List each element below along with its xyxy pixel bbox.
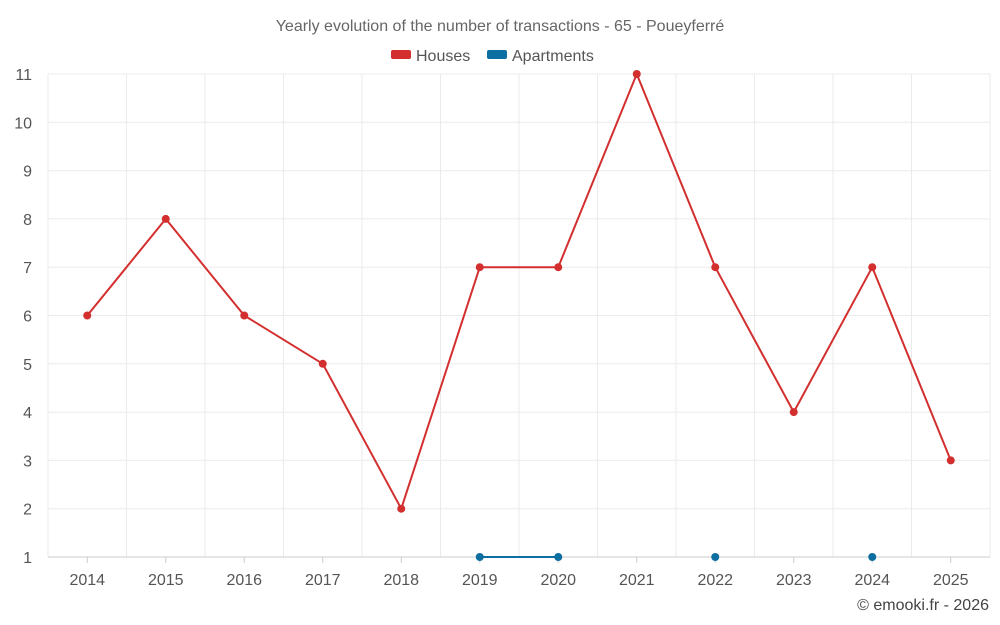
data-point-houses-2024[interactable] bbox=[868, 263, 877, 272]
data-point-houses-2018[interactable] bbox=[397, 504, 406, 513]
y-tick-label: 6 bbox=[23, 309, 32, 326]
y-tick-label: 11 bbox=[15, 67, 32, 84]
y-tick-label: 8 bbox=[23, 212, 32, 229]
y-tick-label: 2 bbox=[23, 502, 32, 519]
y-tick-label: 7 bbox=[23, 260, 32, 277]
x-tick-label: 2016 bbox=[226, 572, 262, 589]
x-tick-label: 2024 bbox=[854, 572, 890, 589]
y-tick-label: 1 bbox=[23, 550, 32, 567]
x-tick-label: 2021 bbox=[619, 572, 655, 589]
legend-swatch-houses bbox=[391, 50, 411, 59]
data-point-houses-2017[interactable] bbox=[318, 359, 327, 368]
series-line-houses bbox=[86, 73, 952, 510]
x-tick-label: 2014 bbox=[69, 572, 105, 589]
data-point-apartments-2019[interactable] bbox=[475, 553, 484, 561]
credit-text: © emooki.fr - 2026 bbox=[857, 597, 989, 614]
data-point-houses-2021[interactable] bbox=[632, 70, 641, 78]
y-tick-label: 5 bbox=[23, 357, 32, 374]
data-point-houses-2023[interactable] bbox=[789, 408, 798, 417]
x-tick-label: 2025 bbox=[933, 572, 969, 589]
chart-title: Yearly evolution of the number of transa… bbox=[276, 18, 725, 35]
legend-label-apartments[interactable]: Apartments bbox=[512, 48, 594, 65]
x-tick-label: 2017 bbox=[305, 572, 341, 589]
x-tick-label: 2023 bbox=[776, 572, 812, 589]
x-tick-label: 2018 bbox=[383, 572, 419, 589]
data-point-houses-2015[interactable] bbox=[161, 214, 170, 223]
data-point-houses-2020[interactable] bbox=[554, 263, 563, 272]
data-point-apartments-2020[interactable] bbox=[554, 553, 563, 561]
y-tick-label: 4 bbox=[23, 405, 32, 422]
x-tick-label: 2022 bbox=[697, 572, 733, 589]
legend: Houses Apartments bbox=[391, 48, 594, 65]
data-point-houses-2016[interactable] bbox=[240, 311, 249, 320]
data-point-houses-2022[interactable] bbox=[711, 263, 720, 272]
y-tick-label: 10 bbox=[14, 115, 32, 132]
data-point-houses-2014[interactable] bbox=[83, 311, 92, 320]
x-tick-label: 2019 bbox=[462, 572, 498, 589]
x-tick-label: 2020 bbox=[540, 572, 576, 589]
data-point-apartments-2022[interactable] bbox=[711, 553, 720, 561]
legend-swatch-apartments bbox=[487, 50, 507, 59]
y-tick-label: 9 bbox=[23, 164, 32, 181]
data-point-houses-2019[interactable] bbox=[475, 263, 484, 272]
y-tick-label: 3 bbox=[23, 453, 32, 470]
data-point-houses-2025[interactable] bbox=[946, 456, 955, 465]
data-point-apartments-2024[interactable] bbox=[868, 553, 877, 561]
x-tick-label: 2015 bbox=[148, 572, 184, 589]
legend-label-houses[interactable]: Houses bbox=[416, 48, 470, 65]
